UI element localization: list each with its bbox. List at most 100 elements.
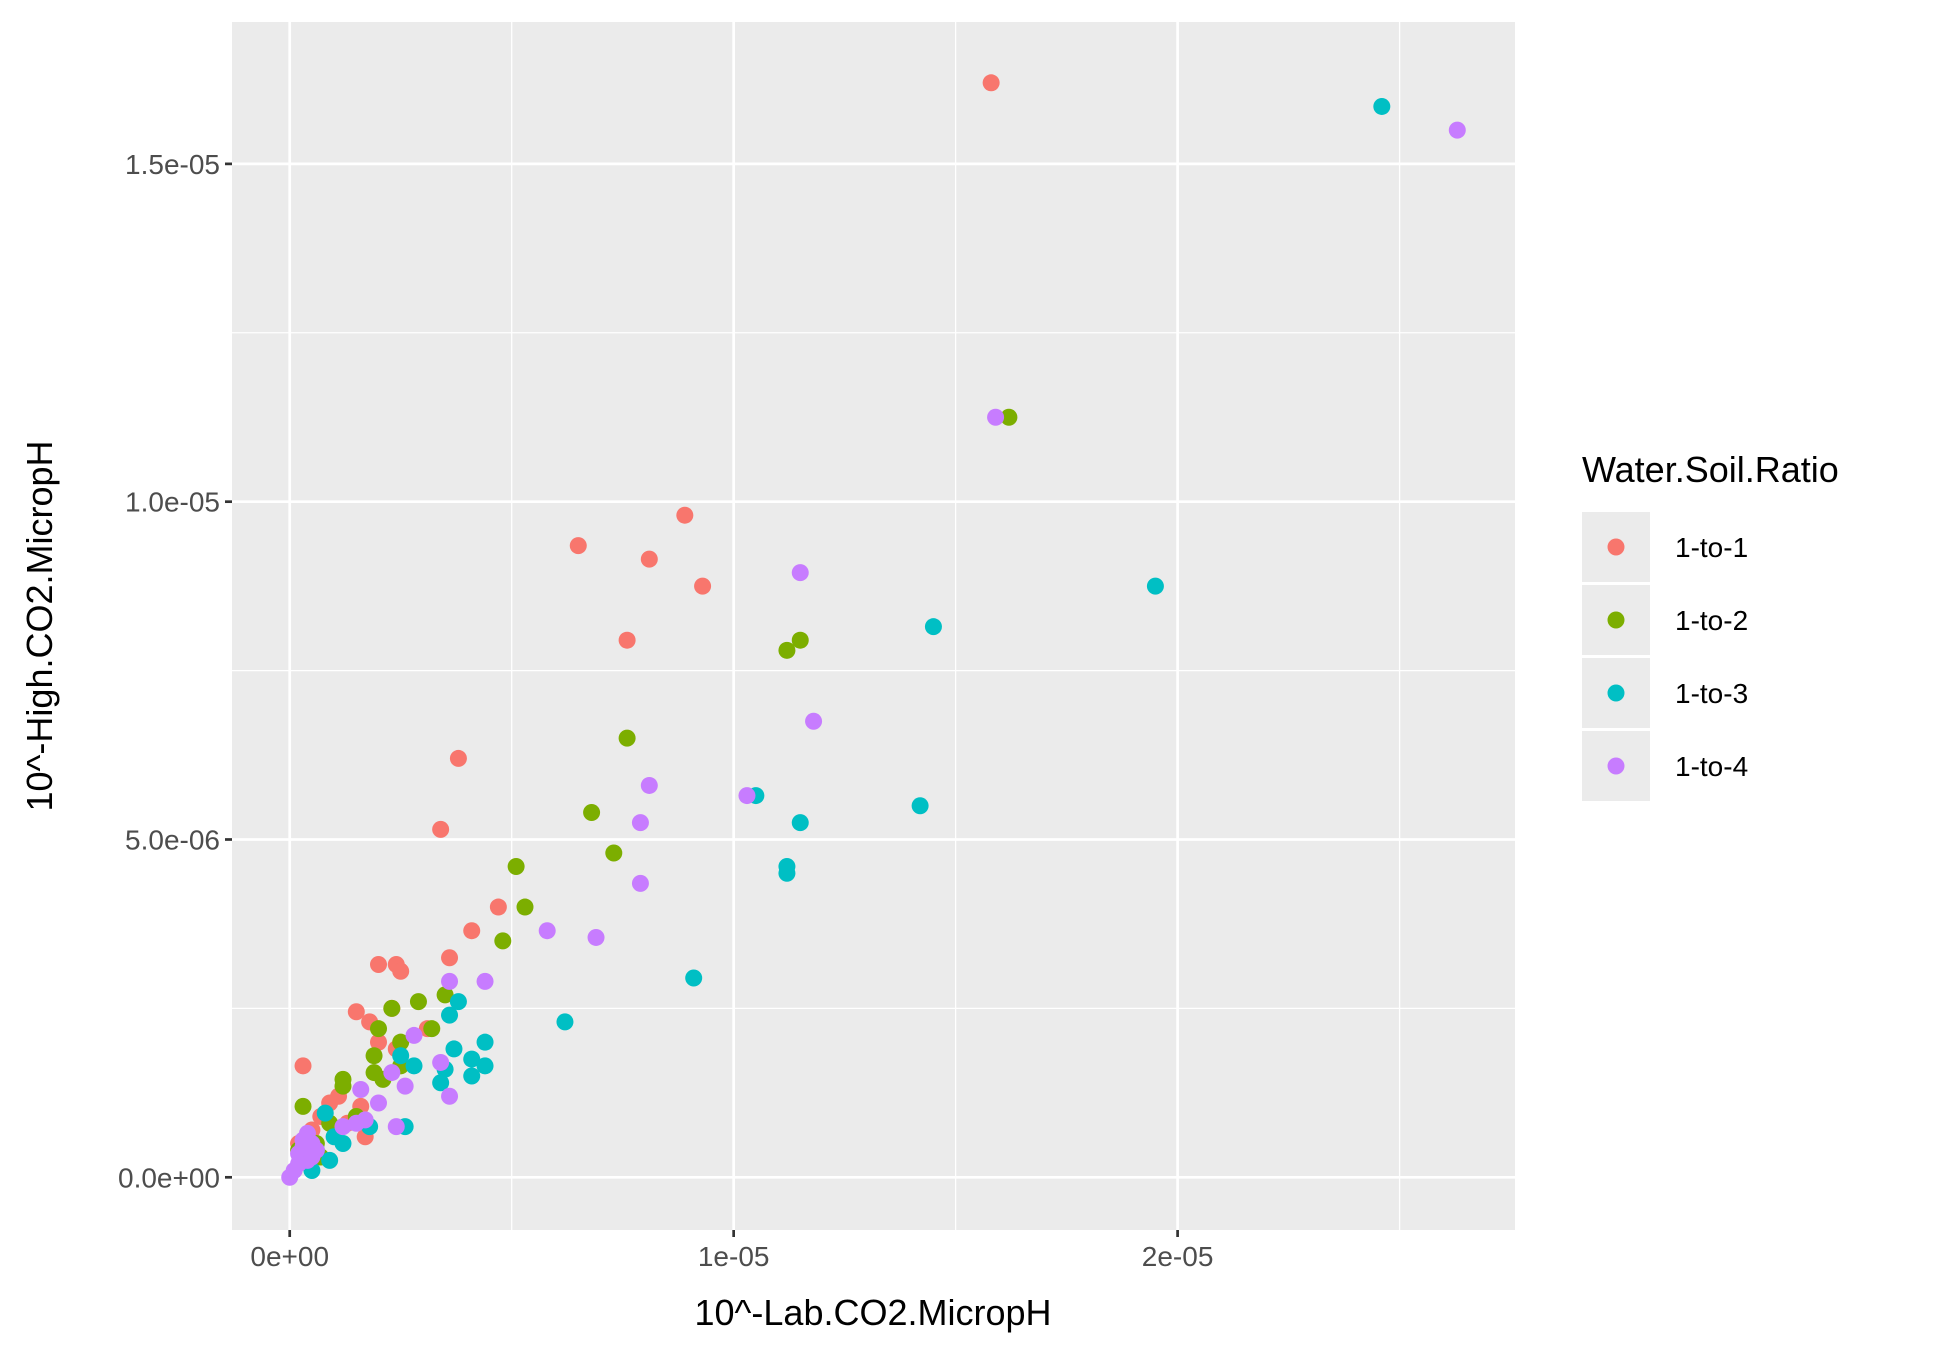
data-point xyxy=(370,1094,388,1112)
data-point xyxy=(805,712,823,730)
data-point xyxy=(432,820,450,838)
data-point xyxy=(383,1064,401,1082)
data-point xyxy=(334,1077,352,1095)
data-point xyxy=(441,972,459,990)
data-point xyxy=(449,749,467,767)
y-tick-label: 5.0e-06 xyxy=(125,824,220,855)
data-point xyxy=(303,1148,321,1166)
legend-label: 1-to-3 xyxy=(1675,678,1748,709)
legend-marker xyxy=(1607,611,1625,629)
data-point xyxy=(1000,408,1018,426)
data-point xyxy=(631,874,649,892)
data-point xyxy=(911,797,929,815)
data-point xyxy=(583,803,601,821)
data-point xyxy=(347,1003,365,1021)
data-point xyxy=(463,1067,481,1085)
data-point xyxy=(334,1118,352,1136)
data-point xyxy=(494,932,512,950)
x-tick-label: 2e-05 xyxy=(1142,1241,1214,1272)
data-point xyxy=(987,408,1005,426)
data-point xyxy=(281,1168,299,1186)
data-point xyxy=(316,1104,334,1122)
data-point xyxy=(778,864,796,882)
data-point xyxy=(445,1040,463,1058)
data-point xyxy=(556,1013,574,1031)
legend-title: Water.Soil.Ratio xyxy=(1582,449,1839,490)
data-point xyxy=(294,1131,312,1149)
data-point xyxy=(294,1057,312,1075)
data-point xyxy=(538,922,556,940)
data-point xyxy=(352,1080,370,1098)
y-tick-label: 1.0e-05 xyxy=(125,487,220,518)
data-point xyxy=(640,776,658,794)
data-point xyxy=(441,1087,459,1105)
data-point xyxy=(432,1053,450,1071)
data-point xyxy=(405,1057,423,1075)
data-point xyxy=(982,74,1000,92)
data-point xyxy=(791,814,809,832)
legend-label: 1-to-4 xyxy=(1675,751,1748,782)
data-point xyxy=(676,506,694,524)
data-point xyxy=(640,550,658,568)
data-point xyxy=(694,577,712,595)
data-point xyxy=(392,1047,410,1065)
data-point xyxy=(1448,121,1466,139)
x-tick-label: 0e+00 xyxy=(250,1241,329,1272)
data-point xyxy=(321,1151,339,1169)
legend-marker xyxy=(1607,684,1625,702)
data-point xyxy=(387,1118,405,1136)
data-point xyxy=(476,972,494,990)
data-point xyxy=(778,641,796,659)
data-point xyxy=(618,729,636,747)
plot-panel xyxy=(232,22,1515,1230)
legend-marker xyxy=(1607,757,1625,775)
y-tick-label: 0.0e+00 xyxy=(118,1162,220,1193)
data-point xyxy=(489,898,507,916)
data-point xyxy=(791,564,809,582)
data-point xyxy=(516,898,534,916)
data-point xyxy=(587,928,605,946)
data-point xyxy=(365,1047,383,1065)
data-point xyxy=(631,814,649,832)
data-point xyxy=(441,1006,459,1024)
data-point xyxy=(392,962,410,980)
data-point xyxy=(290,1155,308,1173)
x-axis-title: 10^-Lab.CO2.MicropH xyxy=(694,1292,1051,1333)
y-tick-label: 1.5e-05 xyxy=(125,149,220,180)
data-point xyxy=(463,1050,481,1068)
data-point xyxy=(476,1033,494,1051)
data-point xyxy=(605,844,623,862)
data-point xyxy=(347,1114,365,1132)
data-point xyxy=(396,1077,414,1095)
data-point xyxy=(449,993,467,1011)
data-point xyxy=(423,1020,441,1038)
x-tick-label: 1e-05 xyxy=(698,1241,770,1272)
legend: Water.Soil.Ratio 1-to-1 1-to-2 1-to-3 1-to-… xyxy=(1582,449,1839,801)
y-axis-title: 10^-High.CO2.MicropH xyxy=(19,440,60,811)
data-point xyxy=(370,1033,388,1051)
major-gridlines xyxy=(232,22,1515,1230)
data-point xyxy=(441,949,459,967)
legend-label: 1-to-2 xyxy=(1675,605,1748,636)
data-point xyxy=(738,787,756,805)
data-point xyxy=(405,1026,423,1044)
legend-label: 1-to-1 xyxy=(1675,532,1748,563)
data-point xyxy=(507,858,525,876)
data-point xyxy=(370,1020,388,1038)
data-point xyxy=(1373,97,1391,115)
data-point xyxy=(685,969,703,987)
data-point xyxy=(924,618,942,636)
data-point xyxy=(294,1097,312,1115)
data-point xyxy=(432,1074,450,1092)
data-point xyxy=(618,631,636,649)
data-point xyxy=(370,955,388,973)
data-point xyxy=(791,631,809,649)
data-point xyxy=(569,537,587,555)
axes: 0e+00 1e-05 2e-05 0.0e+00 5.0e-06 1.0e-05 1.5e… xyxy=(118,149,1213,1272)
data-point xyxy=(383,999,401,1017)
data-point xyxy=(392,1033,410,1051)
data-point xyxy=(463,922,481,940)
data-points xyxy=(281,74,1466,1186)
data-point xyxy=(1146,577,1164,595)
